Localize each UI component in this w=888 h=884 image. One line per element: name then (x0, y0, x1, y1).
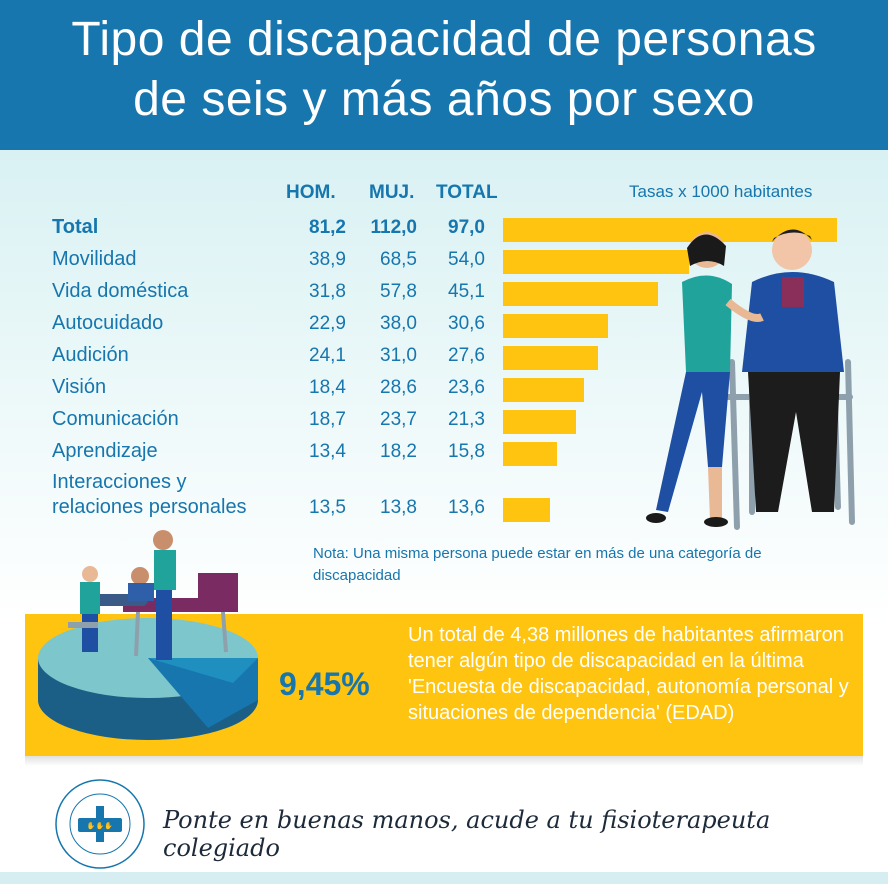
category-label-line: Visión (52, 376, 107, 398)
bar (503, 250, 689, 274)
data-label: 18,4 (309, 377, 346, 398)
units-label: Tasas x 1000 habitantes (629, 182, 813, 201)
data-label: 97,0 (448, 217, 485, 238)
category-label-line: Autocuidado (52, 312, 164, 334)
data-label: 21,3 (448, 409, 485, 430)
footer-slogan: Ponte en buenas manos, acude a tu fisiot… (163, 806, 771, 862)
bar (503, 378, 584, 402)
category-label: Aprendizaje (52, 439, 158, 464)
category-label: Autocuidado (52, 311, 163, 336)
caregiver-walker-illustration (646, 229, 855, 530)
data-label: 13,8 (380, 497, 417, 518)
category-label-line: Interacciones y (52, 471, 187, 493)
bar (503, 346, 598, 370)
category-label-line: Movilidad (52, 248, 137, 270)
bar (503, 282, 658, 306)
data-label: 23,6 (448, 377, 485, 398)
data-label: 13,6 (448, 497, 485, 518)
council-logo: ✋✋✋ (55, 779, 145, 869)
category-label: Movilidad (52, 247, 136, 272)
category-label: Visión (52, 375, 106, 400)
data-label: 31,0 (380, 345, 417, 366)
category-label-line: Total (52, 216, 99, 238)
data-label: 81,2 (309, 217, 346, 238)
category-label: Vida doméstica (52, 279, 188, 304)
data-label: 112,0 (370, 217, 418, 238)
footer-strip (0, 872, 888, 884)
column-header-hom: HOM. (286, 182, 336, 203)
category-label: Total (52, 215, 98, 240)
page-title-line-1: Tipo de discapacidad de personas (71, 13, 817, 66)
footer (0, 768, 888, 884)
data-label: 45,1 (448, 281, 485, 302)
footnote: Nota: Una misma persona puede estar en m… (313, 545, 762, 584)
bar (503, 442, 557, 466)
category-label-line: Comunicación (52, 408, 179, 430)
column-header-muj: MUJ. (369, 182, 415, 203)
data-label: 57,8 (380, 281, 417, 302)
column-header-total: TOTAL (436, 182, 498, 203)
category-label-line: Aprendizaje (52, 440, 158, 462)
data-label: 13,4 (309, 441, 346, 462)
category-label-line: relaciones personales (52, 496, 247, 518)
data-label: 68,5 (380, 249, 417, 270)
category-label-line: Audición (52, 344, 129, 366)
data-label: 27,6 (448, 345, 485, 366)
bar (503, 314, 608, 338)
pie-illustration (38, 530, 258, 740)
data-label: 18,2 (380, 441, 417, 462)
data-label: 24,1 (309, 345, 346, 366)
data-label: 28,6 (380, 377, 417, 398)
bar (503, 410, 576, 434)
page-title-line-2: de seis y más años por sexo (133, 73, 755, 126)
highlight-percentage: 9,45% (279, 666, 370, 702)
bar (503, 498, 550, 522)
svg-text:✋✋✋: ✋✋✋ (87, 821, 113, 830)
category-label: Comunicación (52, 407, 179, 432)
category-label-line: Vida doméstica (52, 280, 189, 302)
header-banner: Tipo de discapacidad de personas de seis… (0, 0, 888, 150)
data-label: 15,8 (448, 441, 485, 462)
data-label: 22,9 (309, 313, 346, 334)
data-label: 31,8 (309, 281, 346, 302)
data-label: 38,9 (309, 249, 346, 270)
data-label: 18,7 (309, 409, 346, 430)
category-label: Interacciones y relaciones personales (52, 470, 247, 520)
data-label: 13,5 (309, 497, 346, 518)
category-label: Audición (52, 343, 129, 368)
data-label: 54,0 (448, 249, 485, 270)
data-label: 23,7 (380, 409, 417, 430)
highlight-text: Un total de 4,38 millones de habitantes … (408, 624, 849, 724)
data-label: 38,0 (380, 313, 417, 334)
data-label: 30,6 (448, 313, 485, 334)
band-shadow (25, 756, 863, 766)
